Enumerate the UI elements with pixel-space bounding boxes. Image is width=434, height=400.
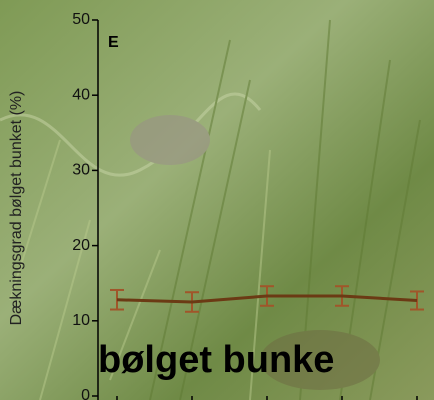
panel-label: E: [108, 34, 119, 51]
y-tick-label: 20: [72, 237, 90, 254]
y-tick-label: 10: [72, 312, 90, 329]
y-tick-label: 40: [72, 86, 90, 103]
y-axis-label: Dækningsgrad bølget bunket (%): [8, 91, 25, 326]
y-tick-label: 0: [81, 387, 90, 400]
annotation: bølget bunke: [98, 339, 334, 381]
y-tick-label: 50: [72, 11, 90, 28]
y-tick-label: 30: [72, 162, 90, 179]
chart: Dækningsgrad bølget bunket (%) E bølget …: [0, 0, 434, 400]
